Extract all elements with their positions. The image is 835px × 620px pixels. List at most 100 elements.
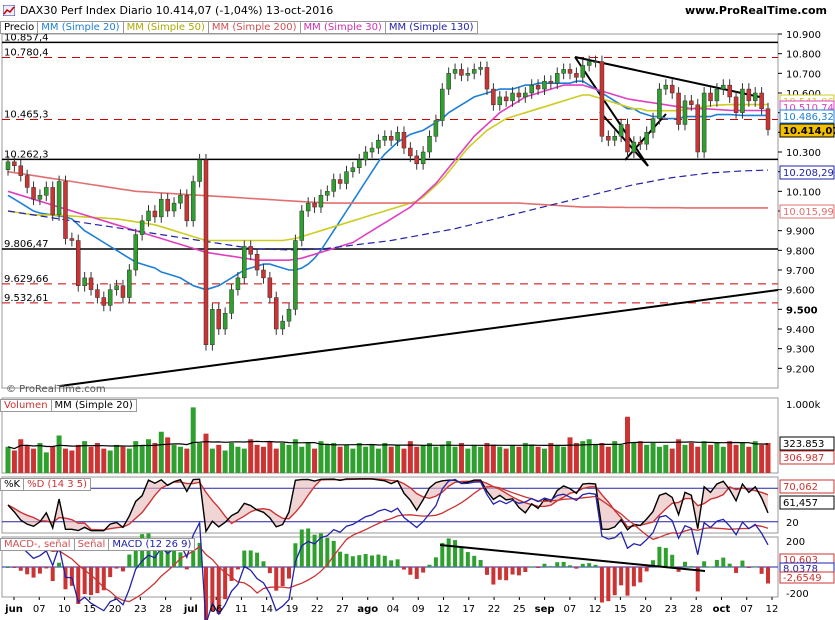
legend-stoch-d[interactable]: %D (14 3 5): [23, 478, 92, 491]
volume-bar: [343, 444, 349, 473]
x-tick-label: 19: [286, 604, 299, 615]
volume-bar: [516, 446, 522, 473]
volume-bar: [267, 441, 273, 473]
volume-bar: [222, 450, 228, 473]
level-label: 9.629,66: [4, 274, 49, 285]
candle: [663, 84, 669, 90]
candle: [765, 108, 771, 130]
legend-sma50[interactable]: MM (Simple 50): [122, 21, 209, 34]
macd-hist-bar: [657, 546, 662, 567]
candle: [689, 100, 694, 106]
candle: [31, 187, 36, 200]
candle: [631, 141, 637, 153]
macd-hist-bar: [114, 567, 119, 569]
macd-hist-bar: [446, 538, 451, 567]
x-tick-label: 07: [740, 604, 753, 615]
candle: [676, 92, 681, 125]
volume-bar: [101, 448, 107, 473]
candle: [714, 88, 720, 102]
macd-axis-label: -200: [786, 589, 809, 600]
volume-bar: [18, 439, 24, 473]
candle: [254, 254, 260, 271]
macd-hist-bar: [178, 552, 183, 567]
volume-bar: [88, 446, 94, 473]
macd-hist-bar: [574, 567, 579, 569]
macd-hist-bar: [152, 541, 157, 567]
volume-bar: [656, 446, 662, 473]
volume-bar: [510, 444, 516, 473]
legend-price[interactable]: Precio: [0, 21, 39, 34]
volume-bar: [503, 448, 509, 473]
volume-bar: [107, 450, 113, 473]
macd-hist-bar: [31, 567, 36, 578]
macd-hist-bar: [376, 554, 381, 567]
volume-bar: [688, 443, 694, 473]
candle: [593, 61, 598, 63]
volume-bar: [241, 448, 247, 473]
volume-bar: [554, 444, 560, 473]
candle: [382, 136, 388, 141]
candle: [37, 195, 43, 200]
volume-bar: [618, 444, 624, 473]
legend-sma30[interactable]: MM (Simple 30): [299, 21, 386, 34]
y-tick-label: 9.900: [786, 227, 815, 238]
candle: [127, 269, 132, 298]
value-tag: [779, 165, 835, 180]
legend-volume-sma20[interactable]: MM (Simple 20): [50, 399, 137, 412]
volume-bar: [561, 446, 567, 473]
volume-bar: [203, 433, 209, 473]
candle: [599, 61, 605, 137]
ma-line: [7, 170, 768, 209]
legend-sma200[interactable]: MM (Simple 200): [207, 21, 301, 34]
macd-tag-label: 8,0378: [783, 564, 818, 575]
candle: [414, 155, 419, 165]
candle: [427, 136, 432, 153]
legend-macd-hist[interactable]: MACD-, señal: [0, 538, 75, 551]
legend-sma20[interactable]: MM (Simple 20): [37, 21, 124, 34]
macd-hist-bar: [37, 567, 42, 574]
macd-hist-bar: [689, 566, 694, 568]
legend-sma130[interactable]: MM (Simple 130): [384, 21, 478, 34]
volume-bar: [69, 450, 75, 473]
macd-hist-bar: [599, 567, 604, 603]
macd-hist-bar: [510, 567, 515, 575]
legend-macd-signal[interactable]: Señal: [73, 538, 110, 551]
legend-macd-line[interactable]: MACD (12 26 9): [108, 538, 196, 551]
candle: [325, 191, 330, 196]
macd-hist-bar: [382, 555, 387, 567]
volume-bar: [535, 446, 541, 473]
macd-hist-bar: [357, 555, 362, 567]
macd-hist-bar: [453, 540, 458, 567]
legend-stoch-k[interactable]: %K: [0, 478, 25, 491]
x-tick-label: 11: [235, 604, 248, 615]
candle: [24, 175, 30, 188]
macd-hist-bar: [280, 567, 285, 587]
candle: [535, 84, 541, 90]
candle: [190, 181, 196, 222]
macd-hist-bar: [440, 542, 445, 567]
macd-hist-bar: [370, 555, 375, 567]
candle: [433, 120, 439, 137]
candle: [139, 220, 145, 235]
volume-bar: [11, 450, 17, 473]
legend-volume[interactable]: Volumen: [0, 399, 52, 412]
macd-hist-bar: [363, 554, 368, 567]
candle: [740, 88, 745, 113]
macd-hist-bar: [568, 565, 573, 567]
stoch-tag: [779, 479, 835, 494]
volume-bar: [165, 437, 171, 473]
candle: [523, 92, 528, 98]
watermark: © ProRealTime.com: [6, 384, 106, 395]
macd-signal-line: [7, 485, 769, 603]
volume-bar: [235, 446, 241, 473]
macd-hist-bar: [542, 563, 547, 567]
stoch-tag-label: 61,457: [783, 498, 818, 509]
candle: [235, 277, 241, 290]
candle: [242, 246, 247, 279]
trend-line-support: [59, 289, 779, 387]
x-tick-label: 17: [462, 604, 475, 615]
macd-hist-bar: [721, 557, 726, 567]
volume-bar: [631, 443, 637, 473]
macd-hist-bar: [12, 567, 17, 568]
